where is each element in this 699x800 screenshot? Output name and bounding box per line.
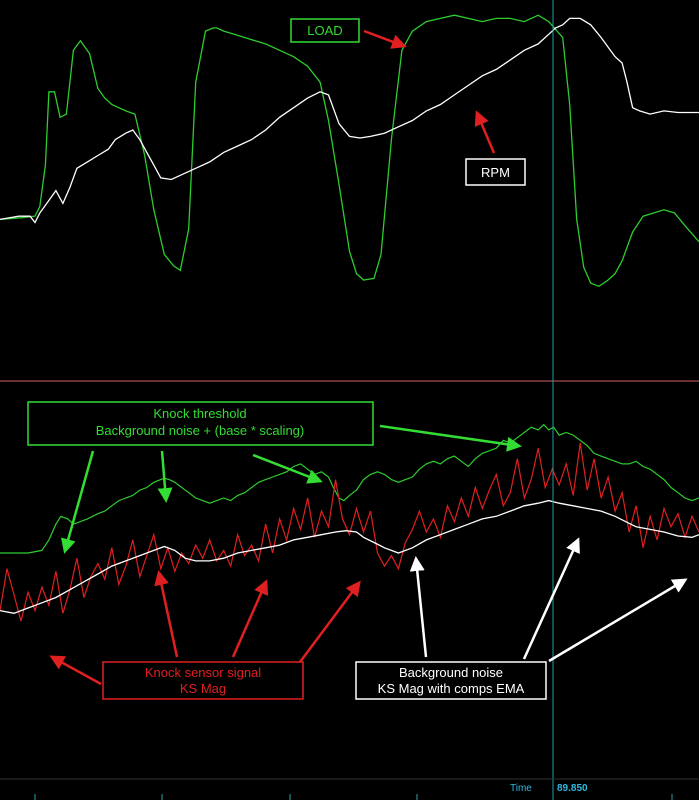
ks-arrow-2: [154, 570, 179, 658]
knock-sensor-signal-line: [0, 442, 699, 622]
threshold-arrow-1: [61, 450, 95, 554]
ks-arrow-1: [49, 655, 102, 686]
knock-threshold-label-line2: Background noise + (base * scaling): [96, 423, 304, 438]
load-arrow: [363, 29, 407, 49]
rpm-arrow: [474, 110, 496, 154]
threshold-arrow-4: [379, 424, 522, 452]
load-label: LOAD: [307, 23, 342, 38]
ks-arrow-3: [231, 579, 269, 658]
knock-sensor-label-box: [102, 661, 304, 700]
ks-arrow-4: [298, 580, 361, 663]
load-label-box: [290, 18, 360, 43]
time-axis-ticks: [34, 794, 673, 800]
background-noise-label-line1: Background noise: [399, 665, 503, 680]
knock-threshold-label-box: [27, 401, 374, 446]
bg-arrow-1: [409, 556, 428, 658]
rpm-label-box: [465, 158, 526, 186]
top-panel: [0, 14, 699, 288]
knock-threshold-line: [0, 423, 699, 554]
threshold-arrow-2: [157, 450, 173, 503]
bg-arrow-2: [522, 537, 580, 660]
bottom-panel: [0, 423, 699, 622]
background-noise-label-line2: KS Mag with comps EMA: [378, 681, 525, 696]
bg-arrow-3: [548, 578, 688, 663]
background-noise-label-box: [355, 661, 547, 700]
load-line: [0, 14, 699, 288]
threshold-arrow-3: [252, 453, 323, 484]
rpm-line: [0, 17, 699, 224]
time-cursor-value: 89.850: [557, 783, 588, 794]
knock-sensor-label-line1: Knock sensor signal: [145, 665, 261, 680]
knock-threshold-label-line1: Knock threshold: [153, 406, 246, 421]
time-axis-label: Time: [510, 783, 532, 794]
background-noise-line: [0, 499, 699, 614]
rpm-label: RPM: [481, 165, 510, 180]
knock-sensor-label-line2: KS Mag: [180, 681, 226, 696]
